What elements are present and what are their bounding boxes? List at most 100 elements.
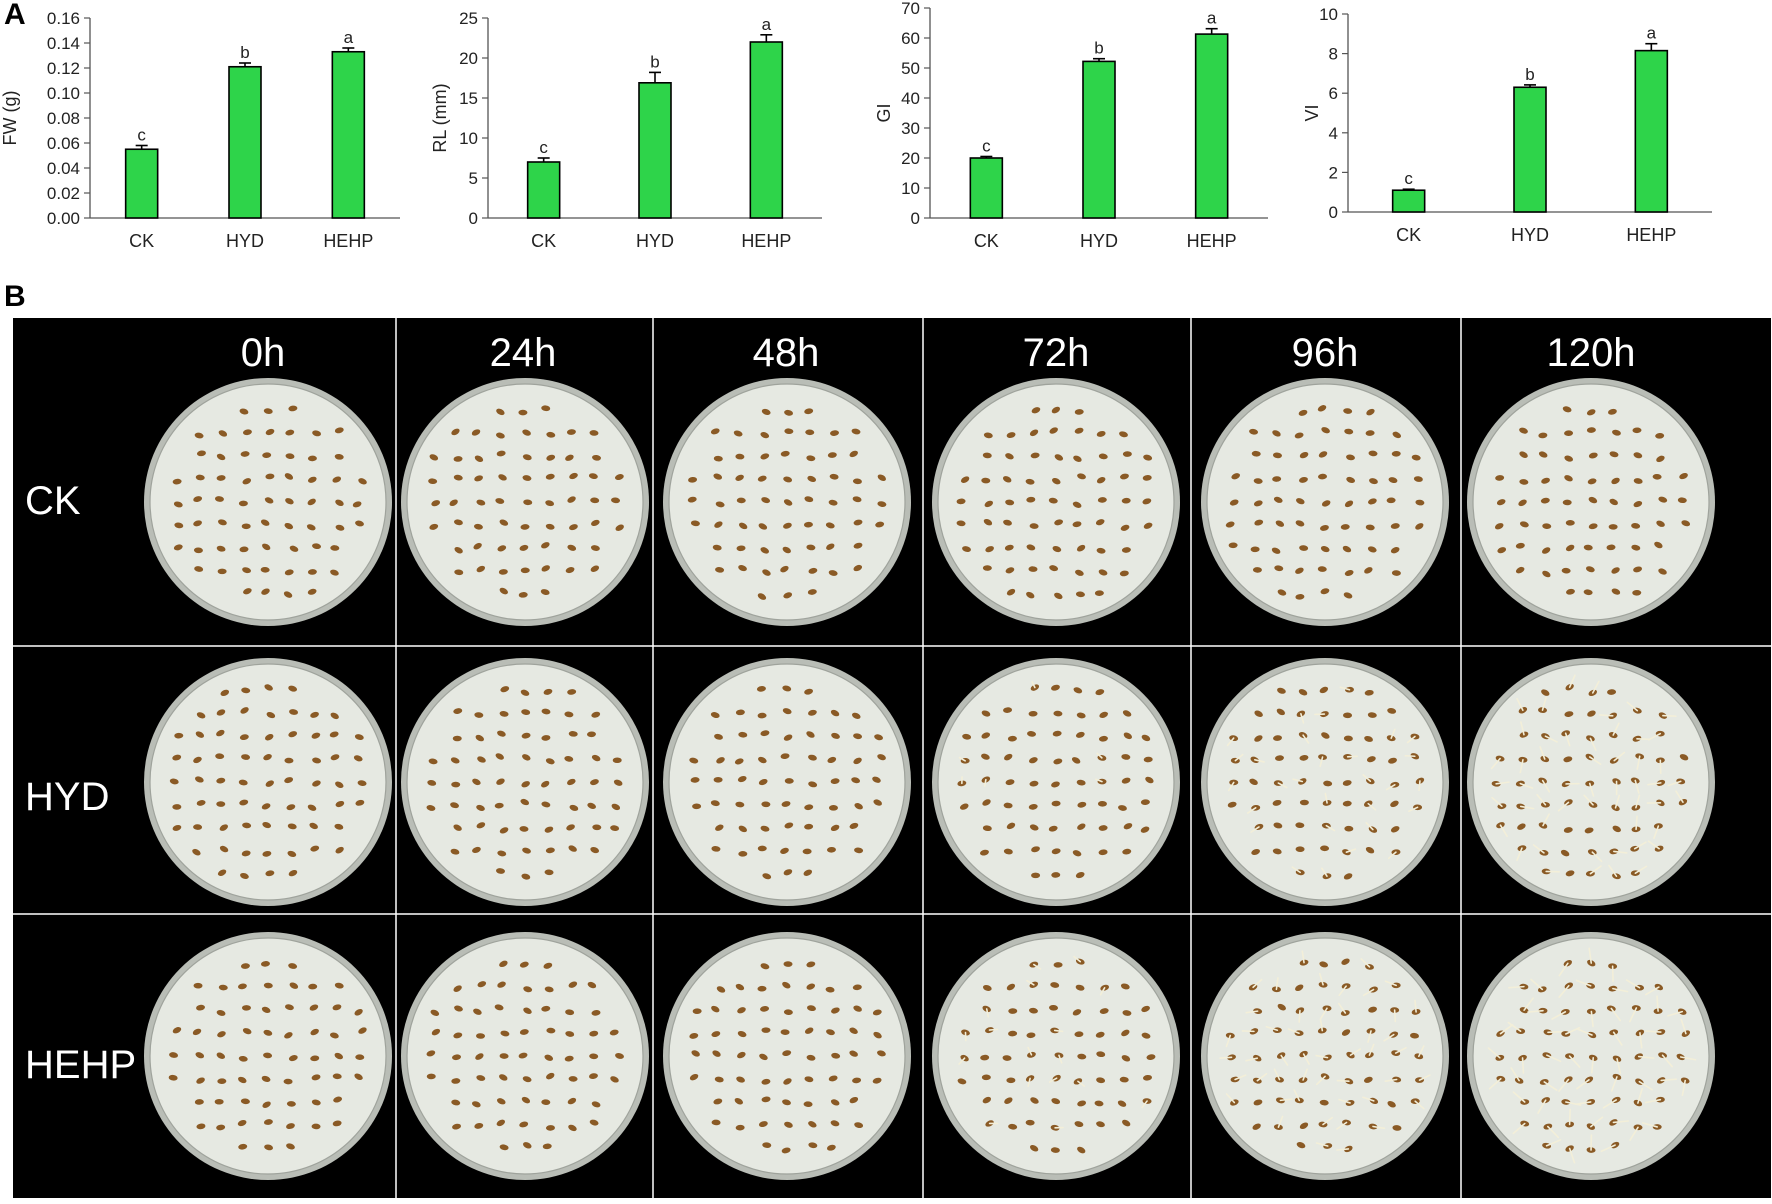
seed: [1119, 570, 1129, 577]
seed: [499, 960, 508, 968]
seed: [454, 569, 464, 576]
seed: [959, 803, 969, 810]
seed: [829, 473, 839, 480]
seed: [784, 409, 794, 416]
seed: [265, 473, 275, 480]
seed: [783, 592, 793, 599]
sprout: [1626, 701, 1639, 712]
seed: [173, 501, 183, 508]
seed: [804, 804, 814, 811]
seed: [1123, 823, 1133, 830]
seed: [762, 1142, 772, 1148]
seed: [499, 519, 509, 526]
time-label: 72h: [1023, 331, 1090, 375]
seed: [1029, 523, 1039, 529]
petri-dish: [663, 658, 911, 906]
seed: [1277, 589, 1287, 596]
seed: [451, 1078, 461, 1084]
seed: [1072, 501, 1082, 508]
sprout: [1508, 985, 1525, 989]
seed: [591, 1010, 601, 1016]
seed: [853, 1005, 862, 1012]
seed: [330, 712, 339, 720]
seed: [872, 1077, 882, 1084]
seed: [497, 545, 507, 552]
seed: [284, 522, 294, 530]
seed: [783, 734, 793, 741]
seed: [757, 475, 767, 482]
seed: [309, 822, 318, 830]
rl-bar-chart: 0 5 10 15 20 25 RL (mm) c CK b HYD a HEHP: [430, 0, 860, 260]
sprout: [1610, 1007, 1622, 1022]
seed: [263, 408, 273, 414]
seed: [1388, 757, 1397, 764]
seed: [1054, 592, 1063, 600]
seed: [615, 1053, 624, 1059]
sprout: [1608, 864, 1618, 877]
seed: [1295, 822, 1305, 829]
seed: [1609, 451, 1619, 458]
sprout: [1612, 722, 1620, 736]
seed: [1143, 1074, 1152, 1081]
seed: [238, 1076, 247, 1084]
seed: [1295, 846, 1305, 852]
sprout: [1516, 697, 1524, 712]
seed: [849, 1027, 858, 1035]
seed: [1561, 567, 1571, 574]
seed: [592, 824, 602, 831]
seed: [830, 824, 840, 832]
seed: [568, 845, 577, 852]
seed: [237, 983, 247, 990]
seed: [1028, 566, 1038, 572]
seed: [1075, 984, 1085, 991]
vi-y-tick-label: 10: [1319, 5, 1338, 24]
seed: [568, 1124, 577, 1132]
seed: [737, 1051, 746, 1059]
seed: [1272, 452, 1282, 459]
seed: [981, 753, 990, 760]
seed: [330, 569, 339, 576]
seed: [545, 758, 555, 765]
seed: [264, 684, 273, 691]
vi-bar-ck: [1391, 189, 1426, 213]
seed: [193, 547, 203, 554]
seed: [241, 1005, 251, 1011]
seed: [195, 776, 204, 783]
seed: [984, 500, 994, 508]
seed: [288, 731, 298, 738]
sprout: [1633, 841, 1647, 850]
rl-category-label: CK: [531, 231, 556, 251]
sprout: [1499, 824, 1508, 838]
seed: [335, 524, 345, 531]
seed: [1611, 567, 1620, 574]
seed: [1296, 498, 1305, 505]
seed: [758, 756, 767, 764]
sprout: [1512, 1122, 1526, 1135]
seed: [521, 781, 530, 788]
seed: [854, 1122, 864, 1129]
seed: [475, 1053, 484, 1060]
seed: [590, 545, 600, 551]
sprout: [1602, 1099, 1618, 1109]
fw-y-tick-label: 0.12: [47, 59, 80, 78]
seed: [1564, 455, 1574, 462]
seed: [804, 688, 814, 695]
vi-y-tick-label: 8: [1329, 45, 1338, 64]
seed: [523, 499, 533, 506]
seed: [1541, 689, 1550, 696]
seed: [1076, 779, 1086, 786]
seed: [494, 1004, 504, 1011]
seed: [287, 823, 297, 830]
seed: [216, 453, 226, 461]
sprout: [1575, 1101, 1592, 1106]
seed: [1123, 732, 1132, 740]
seed: [261, 588, 270, 595]
seed: [734, 1098, 743, 1105]
seed: [499, 1144, 509, 1151]
seed: [781, 1147, 791, 1154]
seed: [266, 711, 276, 719]
seed: [715, 824, 724, 831]
seed: [1321, 500, 1331, 507]
seed: [1026, 496, 1036, 503]
seed: [872, 776, 881, 783]
